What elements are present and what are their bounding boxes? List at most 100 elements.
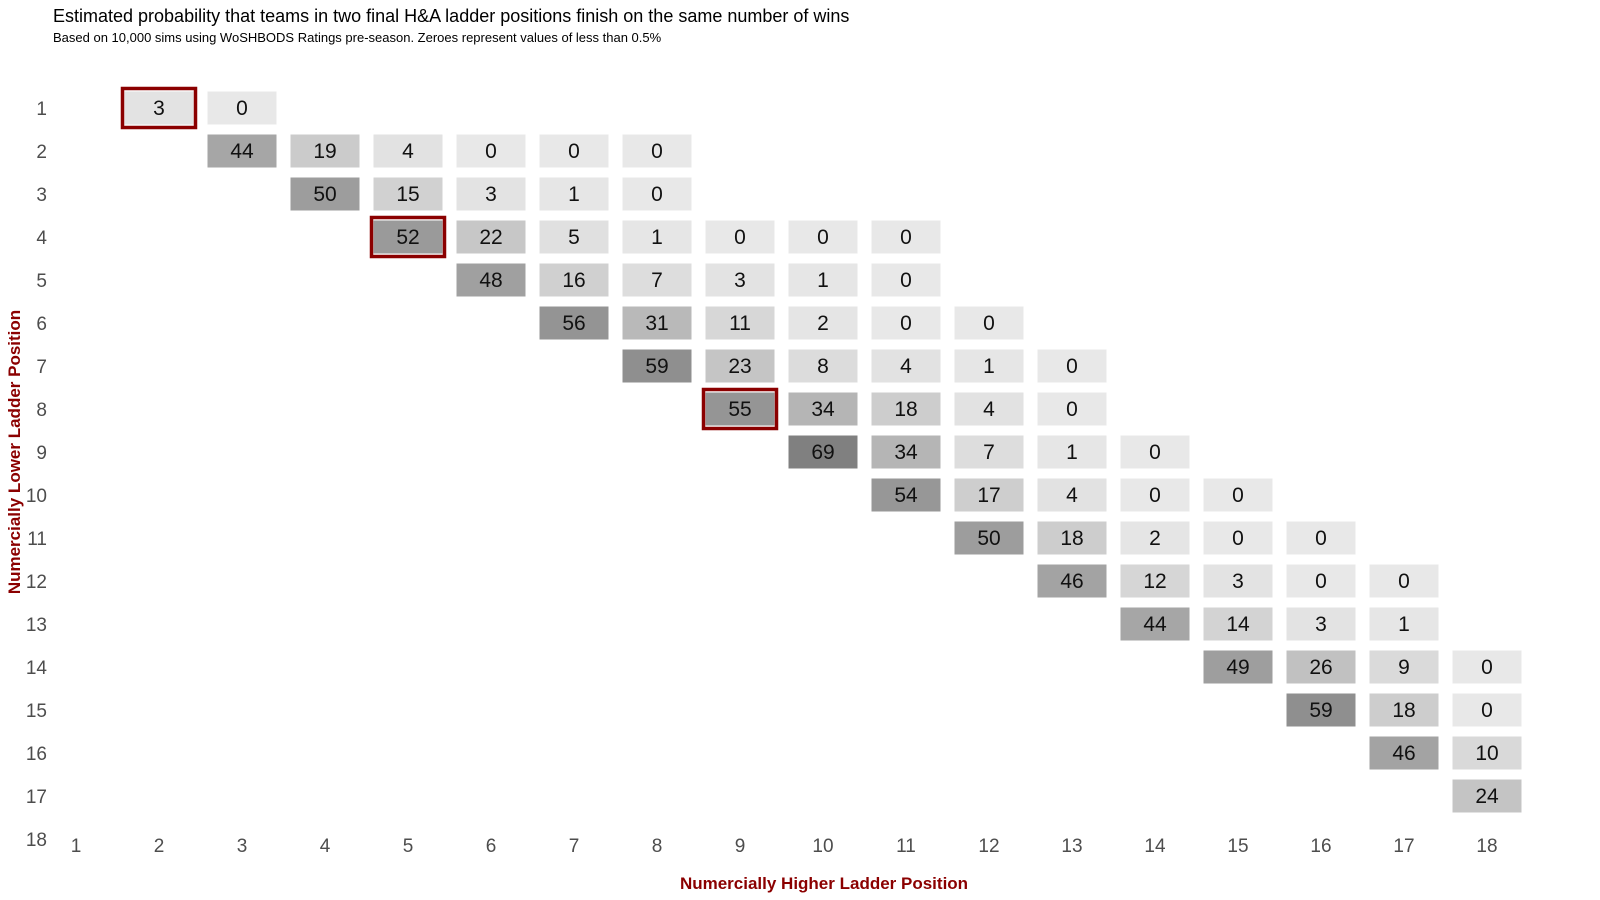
heatmap-cell-rect <box>871 392 941 426</box>
heatmap-cell: 0 <box>207 91 277 125</box>
heatmap-cell: 5 <box>539 220 609 254</box>
y-tick-label: 15 <box>26 701 47 722</box>
heatmap-cell-rect <box>622 349 692 383</box>
heatmap-cell: 18 <box>871 392 941 426</box>
heatmap-cell-rect <box>373 177 443 211</box>
heatmap-cell: 8 <box>788 349 858 383</box>
cell-value-label: 9 <box>1398 656 1410 679</box>
heatmap-cell: 0 <box>1286 564 1356 598</box>
heatmap-cell: 3 <box>705 263 775 297</box>
heatmap-cell: 0 <box>954 306 1024 340</box>
cell-value-label: 2 <box>817 312 829 335</box>
heatmap-cell: 14 <box>1203 607 1273 641</box>
cell-value-label: 1 <box>568 183 580 206</box>
heatmap-cell: 49 <box>1203 650 1273 684</box>
heatmap-cell-rect <box>788 220 858 254</box>
heatmap-cell: 46 <box>1369 736 1439 770</box>
heatmap-cell-rect <box>1037 349 1107 383</box>
cell-value-label: 56 <box>562 312 585 335</box>
cell-value-label: 0 <box>1066 398 1078 421</box>
heatmap-cell-rect <box>1452 650 1522 684</box>
heatmap-cell-rect <box>622 134 692 168</box>
heatmap-cell: 1 <box>622 220 692 254</box>
heatmap-cell-rect <box>1369 564 1439 598</box>
heatmap-cell-rect <box>1369 607 1439 641</box>
heatmap-cell: 7 <box>954 435 1024 469</box>
y-tick-label: 14 <box>26 658 48 679</box>
heatmap-cell: 2 <box>788 306 858 340</box>
cell-value-label: 0 <box>1149 441 1161 464</box>
cell-value-label: 0 <box>1315 527 1327 550</box>
cell-value-label: 0 <box>485 140 497 163</box>
cell-value-label: 0 <box>651 183 663 206</box>
heatmap-cell: 1 <box>539 177 609 211</box>
cell-value-label: 0 <box>983 312 995 335</box>
heatmap-cell-rect <box>622 263 692 297</box>
cell-value-label: 23 <box>728 355 751 378</box>
heatmap-cell: 19 <box>290 134 360 168</box>
heatmap-cell: 69 <box>788 435 858 469</box>
heatmap-cell: 16 <box>539 263 609 297</box>
heatmap-cell-rect <box>1037 478 1107 512</box>
heatmap-cell-rect <box>456 220 526 254</box>
cell-value-label: 0 <box>1149 484 1161 507</box>
heatmap-cell: 0 <box>1203 521 1273 555</box>
x-tick-label: 15 <box>1227 836 1248 857</box>
cell-value-label: 26 <box>1309 656 1332 679</box>
cell-value-label: 18 <box>894 398 917 421</box>
heatmap-cell: 44 <box>207 134 277 168</box>
heatmap-cell: 31 <box>622 306 692 340</box>
x-tick-label: 2 <box>154 836 165 857</box>
heatmap-cell-rect <box>539 263 609 297</box>
cell-value-label: 4 <box>1066 484 1078 507</box>
heatmap-cell-rect <box>1037 521 1107 555</box>
heatmap-cell-rect <box>1203 478 1273 512</box>
heatmap-cell-rect <box>871 435 941 469</box>
heatmap-cell: 23 <box>705 349 775 383</box>
heatmap-cell-rect <box>705 306 775 340</box>
cell-value-label: 0 <box>817 226 829 249</box>
cell-value-label: 0 <box>1315 570 1327 593</box>
heatmap-cell-rect <box>1037 564 1107 598</box>
y-tick-label: 9 <box>36 443 47 464</box>
heatmap-cell-rect <box>373 134 443 168</box>
heatmap-cell: 56 <box>539 306 609 340</box>
heatmap-cell: 2 <box>1120 521 1190 555</box>
heatmap-cell-rect <box>456 177 526 211</box>
heatmap-cell-rect <box>124 91 194 125</box>
x-tick-label: 16 <box>1310 836 1331 857</box>
x-tick-label: 9 <box>735 836 746 857</box>
x-tick-label: 6 <box>486 836 497 857</box>
heatmap-cell: 4 <box>954 392 1024 426</box>
cell-value-label: 14 <box>1226 613 1250 636</box>
cell-value-label: 46 <box>1060 570 1083 593</box>
heatmap-cell-rect <box>1203 521 1273 555</box>
heatmap-cell: 48 <box>456 263 526 297</box>
heatmap-cell: 59 <box>622 349 692 383</box>
heatmap-cell: 4 <box>373 134 443 168</box>
heatmap-cell-rect <box>871 220 941 254</box>
heatmap-cell-rect <box>705 263 775 297</box>
cell-value-label: 3 <box>1315 613 1327 636</box>
heatmap-cell-rect <box>622 306 692 340</box>
heatmap-cell-rect <box>1037 392 1107 426</box>
heatmap-cell: 0 <box>1369 564 1439 598</box>
cell-value-label: 3 <box>153 97 165 120</box>
heatmap-cell: 0 <box>871 263 941 297</box>
heatmap-cell-rect <box>705 392 775 426</box>
cell-value-label: 4 <box>900 355 912 378</box>
heatmap-cell: 0 <box>1452 693 1522 727</box>
heatmap-cell: 4 <box>871 349 941 383</box>
heatmap-cell-rect <box>622 220 692 254</box>
heatmap-cell-rect <box>871 263 941 297</box>
cell-value-label: 0 <box>1481 656 1493 679</box>
heatmap-cell-rect <box>290 134 360 168</box>
cell-value-label: 34 <box>811 398 835 421</box>
heatmap-cell-rect <box>705 349 775 383</box>
cell-value-label: 3 <box>734 269 746 292</box>
heatmap-cell-rect <box>539 177 609 211</box>
heatmap-cell-rect <box>1286 607 1356 641</box>
heatmap-cell: 50 <box>290 177 360 211</box>
y-tick-label: 6 <box>36 314 47 335</box>
cell-value-label: 69 <box>811 441 834 464</box>
